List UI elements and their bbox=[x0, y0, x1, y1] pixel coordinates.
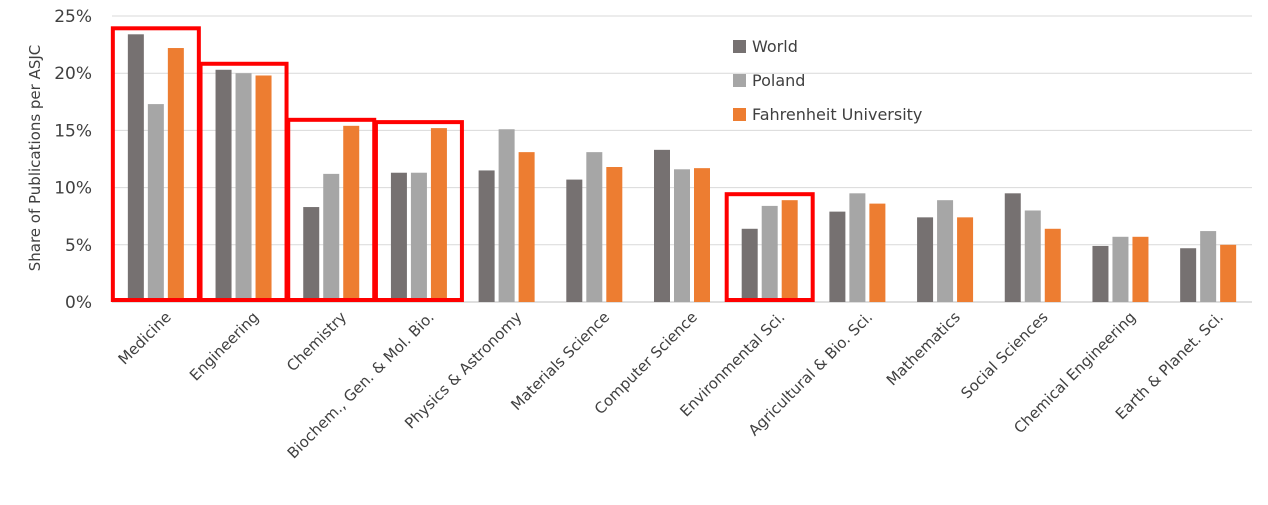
legend-label: Poland bbox=[752, 71, 805, 90]
legend-swatch bbox=[733, 40, 746, 53]
bar-fahrenheit-university bbox=[518, 152, 535, 302]
bar-world bbox=[829, 211, 846, 302]
bar-fahrenheit-university bbox=[255, 75, 272, 302]
bar-world bbox=[127, 34, 144, 302]
bar-fahrenheit-university bbox=[781, 200, 798, 302]
bar-fahrenheit-university bbox=[167, 48, 184, 303]
bar-poland bbox=[410, 172, 427, 302]
bar-world bbox=[303, 207, 320, 302]
bar-fahrenheit-university bbox=[1044, 228, 1061, 302]
bar-world bbox=[917, 217, 934, 302]
highlight-box bbox=[373, 120, 464, 302]
bar-poland bbox=[937, 200, 954, 302]
bar-poland bbox=[761, 205, 778, 302]
bar-world bbox=[1092, 245, 1109, 302]
category-label: Medicine bbox=[115, 308, 175, 368]
bar-poland bbox=[147, 104, 164, 302]
bar-poland bbox=[849, 193, 866, 302]
bar-fahrenheit-university bbox=[343, 125, 360, 302]
bar-world bbox=[741, 228, 758, 302]
highlight-box bbox=[724, 192, 815, 303]
category-label: Engineering bbox=[186, 308, 262, 384]
category-label: Biochem., Gen. & Mol. Bio. bbox=[284, 308, 438, 462]
y-tick-label: 15% bbox=[54, 121, 92, 141]
bar-fahrenheit-university bbox=[606, 167, 623, 302]
legend-swatch bbox=[733, 108, 746, 121]
bar-poland bbox=[1200, 231, 1217, 302]
bar-poland bbox=[323, 173, 340, 302]
y-tick-label: 0% bbox=[65, 293, 92, 313]
bar-world bbox=[478, 170, 495, 302]
bar-world bbox=[1180, 248, 1197, 302]
legend-swatch bbox=[733, 74, 746, 87]
bar-world bbox=[654, 149, 670, 302]
highlight-boxes bbox=[110, 26, 815, 303]
bar-fahrenheit-university bbox=[694, 168, 710, 302]
bar-world bbox=[1004, 193, 1021, 302]
bar-poland bbox=[235, 73, 252, 302]
bar-poland bbox=[586, 152, 603, 302]
y-tick-label: 10% bbox=[54, 179, 92, 199]
bars bbox=[127, 34, 1237, 303]
bar-world bbox=[215, 69, 232, 302]
y-tick-label: 5% bbox=[65, 236, 92, 256]
y-tick-label: 20% bbox=[54, 64, 92, 84]
bar-fahrenheit-university bbox=[430, 128, 447, 302]
y-tick-label: 25% bbox=[54, 7, 92, 27]
y-axis-title: Share of Publications per ASJC bbox=[26, 45, 44, 272]
category-label: Chemistry bbox=[283, 308, 350, 375]
bar-fahrenheit-university bbox=[1132, 236, 1149, 302]
bar-fahrenheit-university bbox=[1220, 244, 1237, 302]
bar-fahrenheit-university bbox=[869, 203, 886, 302]
y-axis: 0% 5% 10% 15% 20% 25% bbox=[54, 7, 92, 313]
bar-poland bbox=[498, 129, 515, 302]
bar-world bbox=[390, 172, 407, 302]
legend-label: World bbox=[752, 37, 798, 56]
bar-fahrenheit-university bbox=[957, 217, 974, 302]
category-label: Social Sciences bbox=[957, 308, 1051, 402]
bar-poland bbox=[1112, 236, 1129, 302]
legend-label: Fahrenheit University bbox=[752, 105, 922, 124]
bar-poland bbox=[674, 169, 690, 302]
legend: World Poland Fahrenheit University bbox=[733, 37, 922, 124]
category-label: Mathematics bbox=[883, 308, 964, 389]
bar-poland bbox=[1024, 210, 1041, 302]
bar-world bbox=[566, 179, 583, 302]
